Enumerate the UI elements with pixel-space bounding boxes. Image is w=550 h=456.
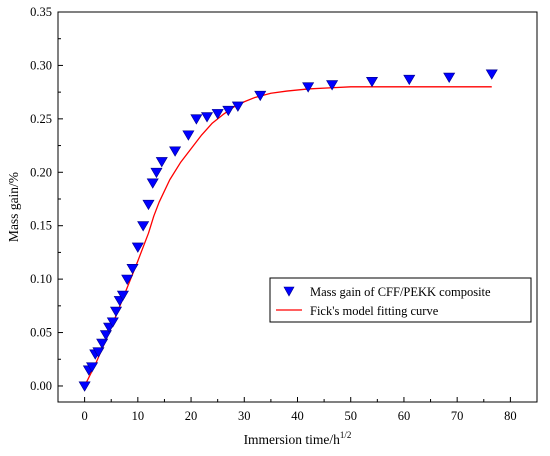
data-point-marker (121, 274, 134, 285)
x-tick-labels: 0 10 20 30 40 50 60 70 80 (81, 409, 516, 423)
y-tick-labels: 0.00 0.05 0.10 0.15 0.20 0.25 0.30 0.35 (30, 5, 52, 393)
y-tick-label: 0.05 (30, 326, 52, 340)
data-point-marker (99, 330, 112, 341)
y-tick-label: 0.00 (30, 379, 52, 393)
data-point-marker (254, 90, 267, 102)
x-tick-label: 20 (185, 409, 198, 423)
data-point-marker (106, 317, 119, 328)
data-point-marker (222, 105, 235, 117)
data-point-marker (302, 82, 315, 93)
y-tick-label: 0.30 (30, 58, 52, 72)
data-point-marker (365, 77, 379, 88)
data-markers (78, 69, 498, 392)
y-tick-label: 0.35 (30, 5, 52, 19)
data-point-marker (485, 69, 498, 80)
plot-frame (57, 11, 538, 403)
data-point-marker (142, 199, 155, 211)
data-point-marker (443, 72, 456, 83)
data-point-marker (86, 362, 99, 373)
data-point-marker (190, 114, 203, 125)
x-tick-label: 60 (398, 409, 411, 423)
data-point-marker (116, 290, 129, 301)
legend: Mass gain of CFF/PEKK composite Fick's m… (269, 277, 532, 323)
x-tick-label: 40 (291, 409, 304, 423)
x-tick-label: 80 (504, 409, 517, 423)
x-axis-title-superscript: 1/2 (340, 430, 352, 440)
data-point-marker (131, 242, 144, 253)
data-point-marker (96, 338, 109, 350)
x-tick-label: 0 (81, 409, 87, 423)
data-point-marker (182, 130, 195, 141)
data-point-marker (169, 146, 182, 157)
data-point-marker (126, 264, 139, 275)
y-tick-label: 0.10 (30, 272, 52, 286)
data-point-marker (78, 381, 91, 392)
data-point-marker (403, 74, 416, 86)
data-point-marker (109, 306, 123, 317)
data-point-marker (92, 347, 105, 358)
data-point-marker (200, 112, 214, 123)
legend-box (269, 277, 532, 323)
data-point-marker (231, 101, 244, 112)
x-tick-label: 70 (451, 409, 464, 423)
y-tick-label: 0.25 (30, 112, 52, 126)
data-point-marker (211, 109, 224, 120)
data-point-marker (326, 80, 339, 91)
legend-marker-scatter (283, 286, 295, 297)
x-axis-title: Immersion time/h1/2 (244, 430, 352, 447)
data-point-marker (155, 157, 168, 168)
y-tick-label: 0.15 (30, 219, 52, 233)
y-axis-title: Mass gain/% (6, 172, 21, 242)
x-tick-label: 30 (238, 409, 251, 423)
data-point-marker (137, 221, 150, 232)
data-point-marker (146, 178, 159, 189)
y-tick-label: 0.20 (30, 165, 52, 179)
legend-label-line: Fick's model fitting curve (310, 304, 439, 318)
data-point-marker (150, 167, 163, 179)
x-tick-label: 10 (132, 409, 145, 423)
legend-label-scatter: Mass gain of CFF/PEKK composite (310, 285, 491, 299)
x-tick-label: 50 (344, 409, 357, 423)
